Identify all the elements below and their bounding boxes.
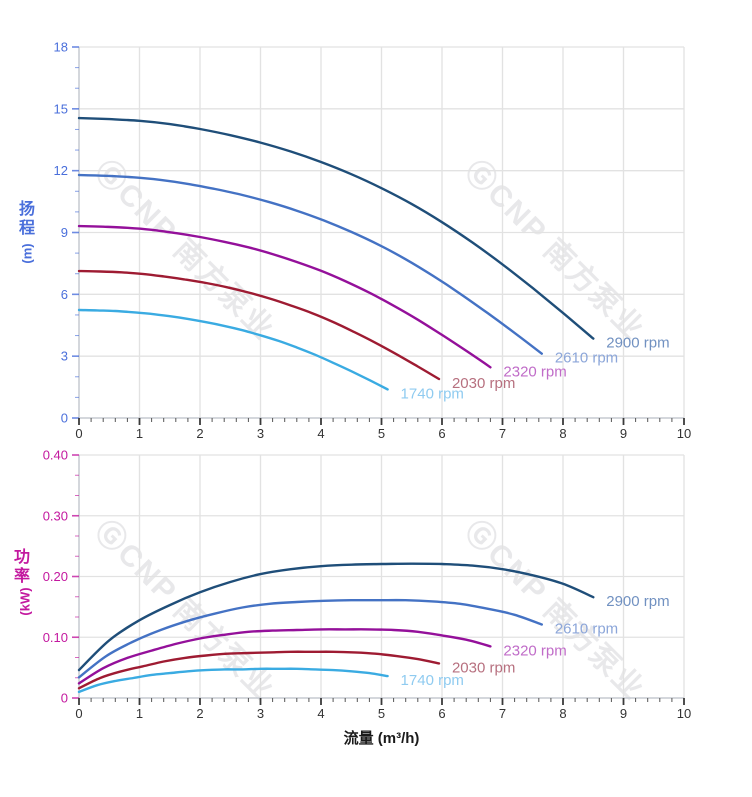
curve-2030-rpm xyxy=(77,650,441,690)
curve-2610-rpm xyxy=(77,598,543,679)
curve-2320-rpm xyxy=(77,224,492,369)
x-tick-label: 8 xyxy=(559,426,566,441)
curve-label-2610-rpm: 2610 rpm xyxy=(555,350,618,367)
curve-2320-rpm xyxy=(77,628,492,685)
x-tick-label: 6 xyxy=(438,706,445,721)
curve-label-2030-rpm: 2030 rpm xyxy=(452,659,515,676)
x-tick-label: 1 xyxy=(136,706,143,721)
curve-2030-rpm xyxy=(77,269,441,381)
y-tick-label: 6 xyxy=(61,287,68,302)
curve-label-1740-rpm: 1740 rpm xyxy=(401,672,464,689)
x-tick-label: 2 xyxy=(196,706,203,721)
x-tick-label: 3 xyxy=(257,706,264,721)
x-tick-label: 10 xyxy=(677,426,691,441)
head-axis-title: 扬程 (m) xyxy=(16,200,38,264)
head-axis-title-cjk: 扬程 xyxy=(18,201,35,237)
curve-label-2610-rpm: 2610 rpm xyxy=(555,620,618,637)
x-tick-label: 3 xyxy=(257,426,264,441)
x-tick-label: 9 xyxy=(620,426,627,441)
power-axis-title-unit: (kW) xyxy=(17,587,33,616)
y-tick-label: 15 xyxy=(54,101,68,116)
curve-1740-rpm xyxy=(77,308,389,391)
x-tick-label: 10 xyxy=(677,706,691,721)
curve-label-2900-rpm: 2900 rpm xyxy=(606,593,669,610)
y-tick-label: 9 xyxy=(61,225,68,240)
x-tick-label: 7 xyxy=(499,706,506,721)
x-tick-label: 2 xyxy=(196,426,203,441)
flow-axis-title: 流量 (m³/h) xyxy=(343,730,420,747)
y-tick-label: 3 xyxy=(61,349,68,364)
y-tick-label: 0 xyxy=(61,411,68,426)
x-tick-label: 5 xyxy=(378,706,385,721)
head-axis-title-unit: (m) xyxy=(19,243,35,264)
x-tick-label: 9 xyxy=(620,706,627,721)
curve-label-2320-rpm: 2320 rpm xyxy=(503,642,566,659)
curve-2900-rpm xyxy=(77,562,595,672)
x-tick-label: 5 xyxy=(378,426,385,441)
power-axis-title-cjk: 功率 xyxy=(13,549,30,585)
y-tick-label: 18 xyxy=(54,40,68,55)
x-tick-label: 8 xyxy=(559,706,566,721)
curve-label-2900-rpm: 2900 rpm xyxy=(606,335,669,352)
curve-2610-rpm xyxy=(77,173,543,355)
curve-label-1740-rpm: 1740 rpm xyxy=(401,385,464,402)
x-tick-label: 4 xyxy=(317,706,324,721)
y-tick-label: 12 xyxy=(54,163,68,178)
curve-2900-rpm xyxy=(77,116,595,340)
y-tick-label: 0.20 xyxy=(43,569,68,584)
power-axis-title: 功率 (kW) xyxy=(11,548,39,616)
x-tick-label: 6 xyxy=(438,426,445,441)
y-tick-label: 0.40 xyxy=(43,448,68,463)
y-tick-label: 0.10 xyxy=(43,630,68,645)
curve-label-2030-rpm: 2030 rpm xyxy=(452,375,515,392)
x-tick-label: 4 xyxy=(317,426,324,441)
x-tick-label: 7 xyxy=(499,426,506,441)
curve-1740-rpm xyxy=(77,667,389,694)
x-tick-label: 1 xyxy=(136,426,143,441)
y-tick-label: 0.30 xyxy=(43,508,68,523)
curve-label-2320-rpm: 2320 rpm xyxy=(503,363,566,380)
x-tick-label: 0 xyxy=(75,706,82,721)
x-tick-label: 0 xyxy=(75,426,82,441)
y-tick-label: 0 xyxy=(61,691,68,706)
